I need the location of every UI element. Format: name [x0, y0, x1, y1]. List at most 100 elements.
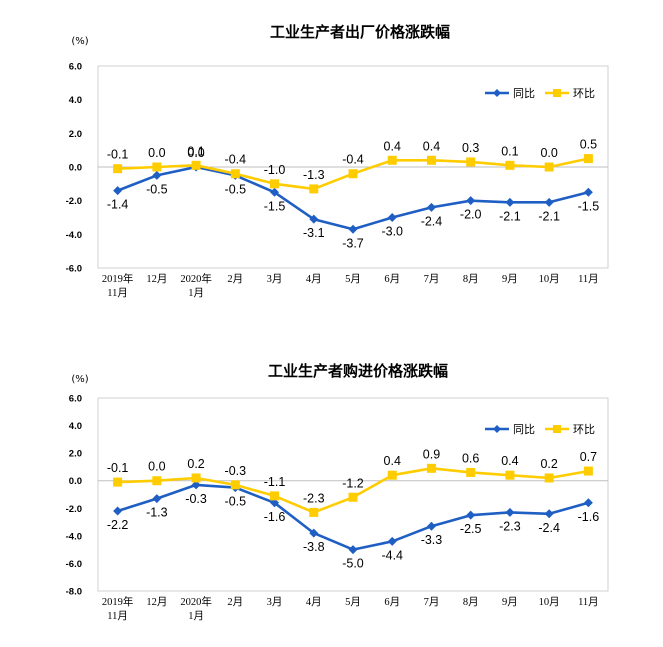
- yoy-data-label: -1.6: [264, 510, 286, 524]
- y-tick-label: -2.0: [66, 196, 82, 207]
- plot-frame: [97, 397, 609, 592]
- yoy-point: [583, 498, 593, 508]
- mom-point: [191, 473, 201, 483]
- mom-data-label: -2.3: [303, 491, 325, 505]
- mom-data-label: -1.3: [303, 168, 325, 182]
- legend-marker-mom: [553, 425, 561, 433]
- mom-data-label: -1.1: [264, 475, 286, 489]
- yoy-point: [152, 170, 162, 180]
- mom-point: [583, 154, 593, 164]
- yoy-point: [348, 545, 358, 555]
- x-tick-label: 2019年 11月: [102, 595, 134, 622]
- legend-marker-mom: [553, 89, 561, 97]
- yoy-data-label: -0.5: [225, 495, 247, 509]
- mom-point: [466, 157, 476, 167]
- mom-point: [348, 492, 358, 502]
- yoy-data-label: -3.1: [303, 226, 325, 240]
- x-tick-label: 9月: [502, 596, 518, 608]
- yoy-data-label: -3.8: [303, 540, 325, 554]
- yoy-data-label: -1.3: [146, 506, 168, 520]
- yoy-point: [426, 202, 436, 212]
- yoy-point: [113, 186, 123, 196]
- unit-label: (%): [71, 36, 88, 47]
- x-tick-label: 10月: [539, 596, 560, 608]
- mom-data-label: 0.1: [187, 144, 204, 158]
- yoy-data-label: -5.0: [342, 557, 364, 571]
- mom-data-label: 0.6: [462, 451, 479, 465]
- mom-data-label: -0.4: [225, 153, 247, 167]
- mom-data-label: -1.2: [342, 476, 364, 490]
- mom-data-label: 0.0: [148, 460, 165, 474]
- y-tick-label: -4.0: [66, 531, 82, 542]
- x-tick-label: 5月: [345, 273, 361, 285]
- yoy-point: [387, 536, 397, 546]
- y-tick-label: 0.0: [69, 476, 82, 487]
- mom-data-label: 0.3: [462, 141, 479, 155]
- mom-data-label: 0.5: [580, 138, 597, 152]
- yoy-data-label: -2.5: [460, 522, 482, 536]
- y-tick-label: -6.0: [66, 264, 82, 275]
- mom-data-label: 0.1: [501, 144, 518, 158]
- yoy-data-label: -1.6: [578, 510, 600, 524]
- yoy-point: [270, 187, 280, 197]
- yoy-data-label: -3.0: [381, 225, 403, 239]
- yoy-data-label: -2.3: [499, 519, 521, 533]
- x-tick-label: 2020年 1月: [180, 272, 212, 299]
- yoy-point: [387, 213, 397, 222]
- y-tick-label: -8.0: [66, 587, 82, 598]
- mom-point: [113, 164, 123, 174]
- x-tick-label: 11月: [578, 596, 599, 608]
- chart-1: 工业生产者出厂价格涨跌幅 (%) 6.0 4.0 2.0 0.0 -2.0 -4.0 -6.0 2…: [66, 23, 609, 299]
- mom-data-label: -1.0: [264, 163, 286, 177]
- yoy-point: [348, 224, 358, 234]
- x-tick-label: 3月: [267, 273, 283, 285]
- yoy-data-label: -0.5: [146, 182, 168, 196]
- legend: 同比 环比: [485, 87, 595, 100]
- mom-point: [544, 162, 554, 172]
- mom-data-label: 0.4: [423, 139, 440, 153]
- mom-data-label: 0.2: [540, 457, 557, 471]
- x-tick-label: 5月: [345, 596, 361, 608]
- y-tick-label: 2.0: [69, 129, 82, 140]
- y-tick-label: 6.0: [69, 394, 82, 405]
- yoy-data-label: 0.0: [187, 146, 204, 160]
- mom-point: [270, 491, 280, 501]
- mom-data-label: 0.4: [384, 454, 401, 468]
- x-tick-label: 2019年 11月: [102, 272, 134, 299]
- x-tick-label: 6月: [384, 596, 400, 608]
- mom-point: [505, 470, 515, 480]
- yoy-point: [113, 506, 123, 516]
- yoy-point: [191, 480, 201, 490]
- yoy-data-label: -0.3: [185, 492, 207, 506]
- x-tick-label: 2月: [227, 596, 243, 608]
- x-tick-label: 2月: [227, 273, 243, 285]
- yoy-point: [583, 187, 593, 197]
- yoy-data-label: -2.4: [421, 214, 443, 228]
- mom-point: [387, 155, 397, 165]
- yoy-data-label: -2.1: [499, 209, 521, 223]
- mom-data-label: 0.4: [501, 454, 518, 468]
- mom-point: [426, 155, 436, 165]
- mom-data-label: 0.9: [423, 447, 440, 461]
- mom-point: [230, 480, 240, 490]
- unit-label: (%): [71, 374, 88, 385]
- y-tick-label: 4.0: [69, 95, 82, 106]
- mom-point: [152, 162, 162, 172]
- y-tick-label: -6.0: [66, 559, 82, 570]
- mom-data-label: 0.2: [187, 457, 204, 471]
- mom-data-label: 0.4: [384, 139, 401, 153]
- yoy-data-label: -1.5: [578, 199, 600, 213]
- yoy-data-label: -1.5: [264, 199, 286, 213]
- mom-point: [309, 184, 319, 194]
- x-tick-label: 4月: [306, 273, 322, 285]
- legend-marker-yoy: [493, 89, 501, 97]
- legend-label-mom: 环比: [573, 87, 595, 100]
- yoy-data-label: -1.4: [107, 198, 129, 212]
- mom-data-label: -0.1: [107, 461, 129, 475]
- chart-title: 工业生产者出厂价格涨跌幅: [270, 23, 450, 41]
- x-tick-label: 9月: [502, 273, 518, 285]
- x-tick-label: 2020年 1月: [180, 595, 212, 622]
- y-tick-label: 0.0: [69, 163, 82, 174]
- yoy-data-label: -4.4: [381, 548, 403, 562]
